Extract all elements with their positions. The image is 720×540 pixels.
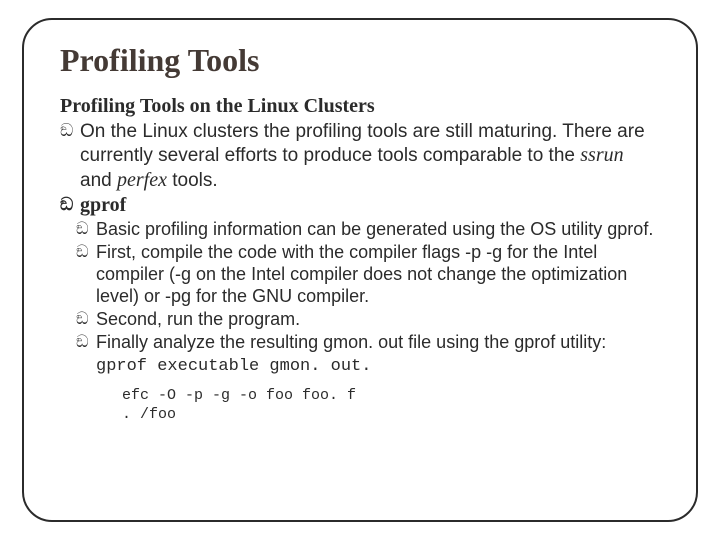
code-line: efc -O -p -g -o foo foo. f	[122, 387, 356, 404]
gprof-heading: gprof	[60, 194, 660, 217]
inline-code: gprof executable gmon. out.	[96, 357, 371, 376]
bullet2-last-pre: Finally analyze the resulting gmon. out …	[96, 332, 606, 352]
slide: Profiling Tools Profiling Tools on the L…	[0, 0, 720, 540]
code-line: . /foo	[122, 406, 176, 423]
bullet-level2: Finally analyze the resulting gmon. out …	[76, 332, 660, 378]
slide-frame: Profiling Tools Profiling Tools on the L…	[22, 18, 698, 522]
bullet-level2: Basic profiling information can be gener…	[76, 219, 660, 241]
slide-title: Profiling Tools	[60, 42, 660, 79]
italic-tool-1: ssrun	[580, 144, 623, 166]
bullet-level2: Second, run the program.	[76, 309, 660, 331]
bullet1-text-pre: On the Linux clusters the profiling tool…	[80, 121, 645, 166]
italic-tool-2: perfex	[117, 169, 167, 191]
bullet-level2: First, compile the code with the compile…	[76, 242, 660, 308]
bullet-level1: On the Linux clusters the profiling tool…	[60, 120, 660, 192]
code-block: efc -O -p -g -o foo foo. f . /foo	[122, 387, 660, 425]
subhead: Profiling Tools on the Linux Clusters	[60, 95, 660, 118]
bullet1-text-post: tools.	[167, 170, 218, 191]
bullet1-text-mid: and	[80, 170, 117, 191]
